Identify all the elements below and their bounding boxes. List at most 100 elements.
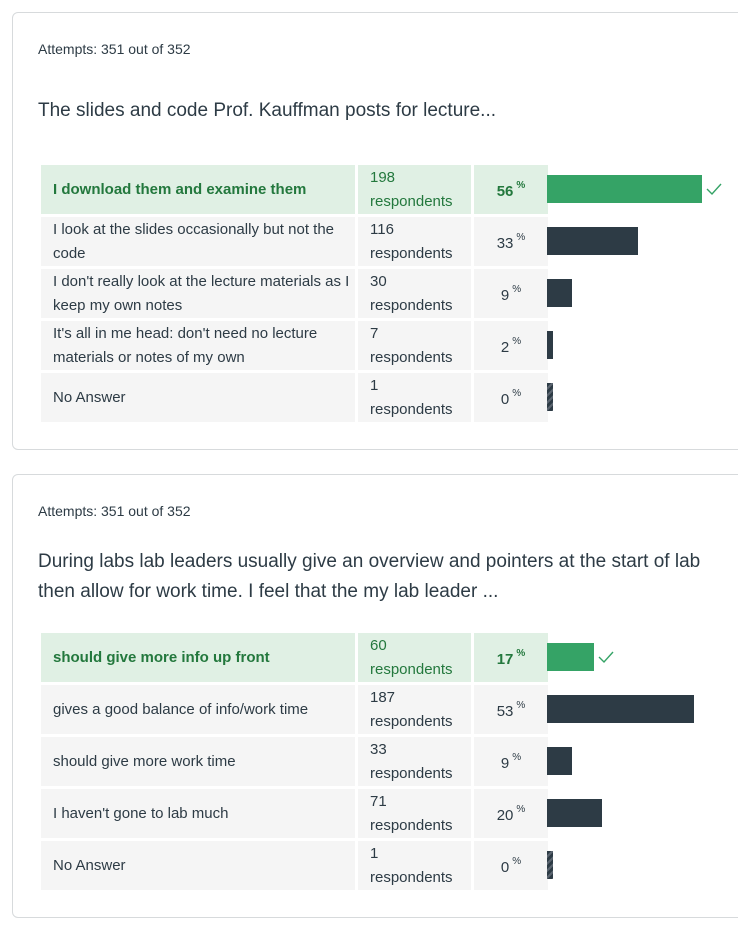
percent-value: 17 <box>496 650 514 668</box>
respondent-number: 198 <box>370 168 396 186</box>
answer-row: No Answer 1 respondents 0% <box>41 373 548 422</box>
answer-row: gives a good balance of info/work time 18… <box>41 685 548 734</box>
question-card: Attempts: 351 out of 352 During labs lab … <box>12 474 738 918</box>
respondent-unit: respondents <box>370 712 453 730</box>
respondent-number: 116 <box>370 220 394 238</box>
respondent-count: 30 respondents <box>358 269 471 318</box>
answer-row: It's all in me head: don't need no lectu… <box>41 321 548 370</box>
respondent-count: 7 respondents <box>358 321 471 370</box>
answer-row: I haven't gone to lab much 71 respondents 2… <box>41 789 548 838</box>
answer-bar <box>547 695 694 723</box>
respondent-number: 33 <box>370 740 387 758</box>
answer-label: should give more work time <box>41 737 355 786</box>
respondent-count: 198 respondents <box>358 165 471 214</box>
respondent-unit: respondents <box>370 868 453 886</box>
respondent-number: 7 <box>370 324 379 342</box>
percent-symbol: % <box>512 855 522 867</box>
answers-table: should give more info up front 60 responde… <box>38 630 551 893</box>
percent-value: 9 <box>500 754 510 772</box>
check-icon <box>706 182 722 196</box>
respondent-number: 71 <box>370 792 387 810</box>
respondent-count: 187 respondents <box>358 685 471 734</box>
respondent-count: 1 respondents <box>358 373 471 422</box>
answer-label: No Answer <box>41 841 355 890</box>
percent-symbol: % <box>516 803 526 815</box>
respondent-unit: respondents <box>370 244 453 262</box>
answer-row: I don't really look at the lecture mater… <box>41 269 548 318</box>
respondent-count: 71 respondents <box>358 789 471 838</box>
answers-table: I download them and examine them 198 respo… <box>38 162 551 425</box>
percent-value: 2 <box>500 338 510 356</box>
answer-percent: 0% <box>474 841 548 890</box>
respondent-count: 1 respondents <box>358 841 471 890</box>
respondent-unit: respondents <box>370 400 453 418</box>
respondent-unit: respondents <box>370 348 453 366</box>
answer-bar <box>547 383 553 411</box>
answer-row: should give more info up front 60 responde… <box>41 633 548 682</box>
respondent-count: 116 respondents <box>358 217 471 266</box>
answer-bar <box>547 747 572 775</box>
percent-value: 20 <box>496 806 514 824</box>
percent-symbol: % <box>512 387 522 399</box>
answer-percent: 2% <box>474 321 548 370</box>
respondent-unit: respondents <box>370 816 453 834</box>
respondent-number: 1 <box>370 376 379 394</box>
respondent-count: 60 respondents <box>358 633 471 682</box>
check-icon <box>598 650 614 664</box>
respondent-unit: respondents <box>370 296 453 314</box>
answer-bar <box>547 851 553 879</box>
answer-label: No Answer <box>41 373 355 422</box>
percent-value: 0 <box>500 390 510 408</box>
respondent-unit: respondents <box>370 764 453 782</box>
question-text: During labs lab leaders usually give an … <box>38 551 701 602</box>
answer-label: gives a good balance of info/work time <box>41 685 355 734</box>
answer-label: should give more info up front <box>41 633 355 682</box>
percent-symbol: % <box>516 699 526 711</box>
answer-bar <box>547 227 638 255</box>
answer-bar <box>547 799 602 827</box>
answer-row: should give more work time 33 respondents 9… <box>41 737 548 786</box>
percent-value: 0 <box>500 858 510 876</box>
question-text: The slides and code Prof. Kauffman posts… <box>38 100 497 121</box>
question-card: Attempts: 351 out of 352 The slides and c… <box>12 12 738 450</box>
answer-percent: 9% <box>474 269 548 318</box>
answer-label: I haven't gone to lab much <box>41 789 355 838</box>
answer-percent: 9% <box>474 737 548 786</box>
percent-symbol: % <box>512 335 522 347</box>
answer-percent: 0% <box>474 373 548 422</box>
answer-percent: 33% <box>474 217 548 266</box>
answer-label: I look at the slides occasionally but no… <box>41 217 355 266</box>
percent-value: 53 <box>496 702 514 720</box>
percent-value: 56 <box>496 182 514 200</box>
percent-value: 33 <box>496 234 514 252</box>
answer-percent: 17% <box>474 633 548 682</box>
respondent-number: 60 <box>370 636 387 654</box>
percent-symbol: % <box>516 647 526 659</box>
answer-bar <box>547 331 553 359</box>
percent-symbol: % <box>516 231 526 243</box>
respondent-unit: respondents <box>370 660 453 678</box>
answer-bar <box>547 175 702 203</box>
answer-row: I download them and examine them 198 respo… <box>41 165 548 214</box>
answer-percent: 20% <box>474 789 548 838</box>
respondent-count: 33 respondents <box>358 737 471 786</box>
respondent-number: 1 <box>370 844 379 862</box>
answer-bar <box>547 279 572 307</box>
answer-label: I don't really look at the lecture mater… <box>41 269 355 318</box>
answer-label: I download them and examine them <box>41 165 355 214</box>
answer-label: It's all in me head: don't need no lectu… <box>41 321 355 370</box>
answer-percent: 56% <box>474 165 548 214</box>
attempts-count: Attempts: 351 out of 352 <box>38 503 191 519</box>
percent-symbol: % <box>512 283 522 295</box>
answer-bar <box>547 643 594 671</box>
respondent-number: 187 <box>370 688 396 706</box>
percent-symbol: % <box>512 751 522 763</box>
answer-row: No Answer 1 respondents 0% <box>41 841 548 890</box>
respondent-number: 30 <box>370 272 387 290</box>
answer-percent: 53% <box>474 685 548 734</box>
percent-symbol: % <box>516 179 526 191</box>
answer-row: I look at the slides occasionally but no… <box>41 217 548 266</box>
attempts-count: Attempts: 351 out of 352 <box>38 41 191 57</box>
respondent-unit: respondents <box>370 192 453 210</box>
percent-value: 9 <box>500 286 510 304</box>
